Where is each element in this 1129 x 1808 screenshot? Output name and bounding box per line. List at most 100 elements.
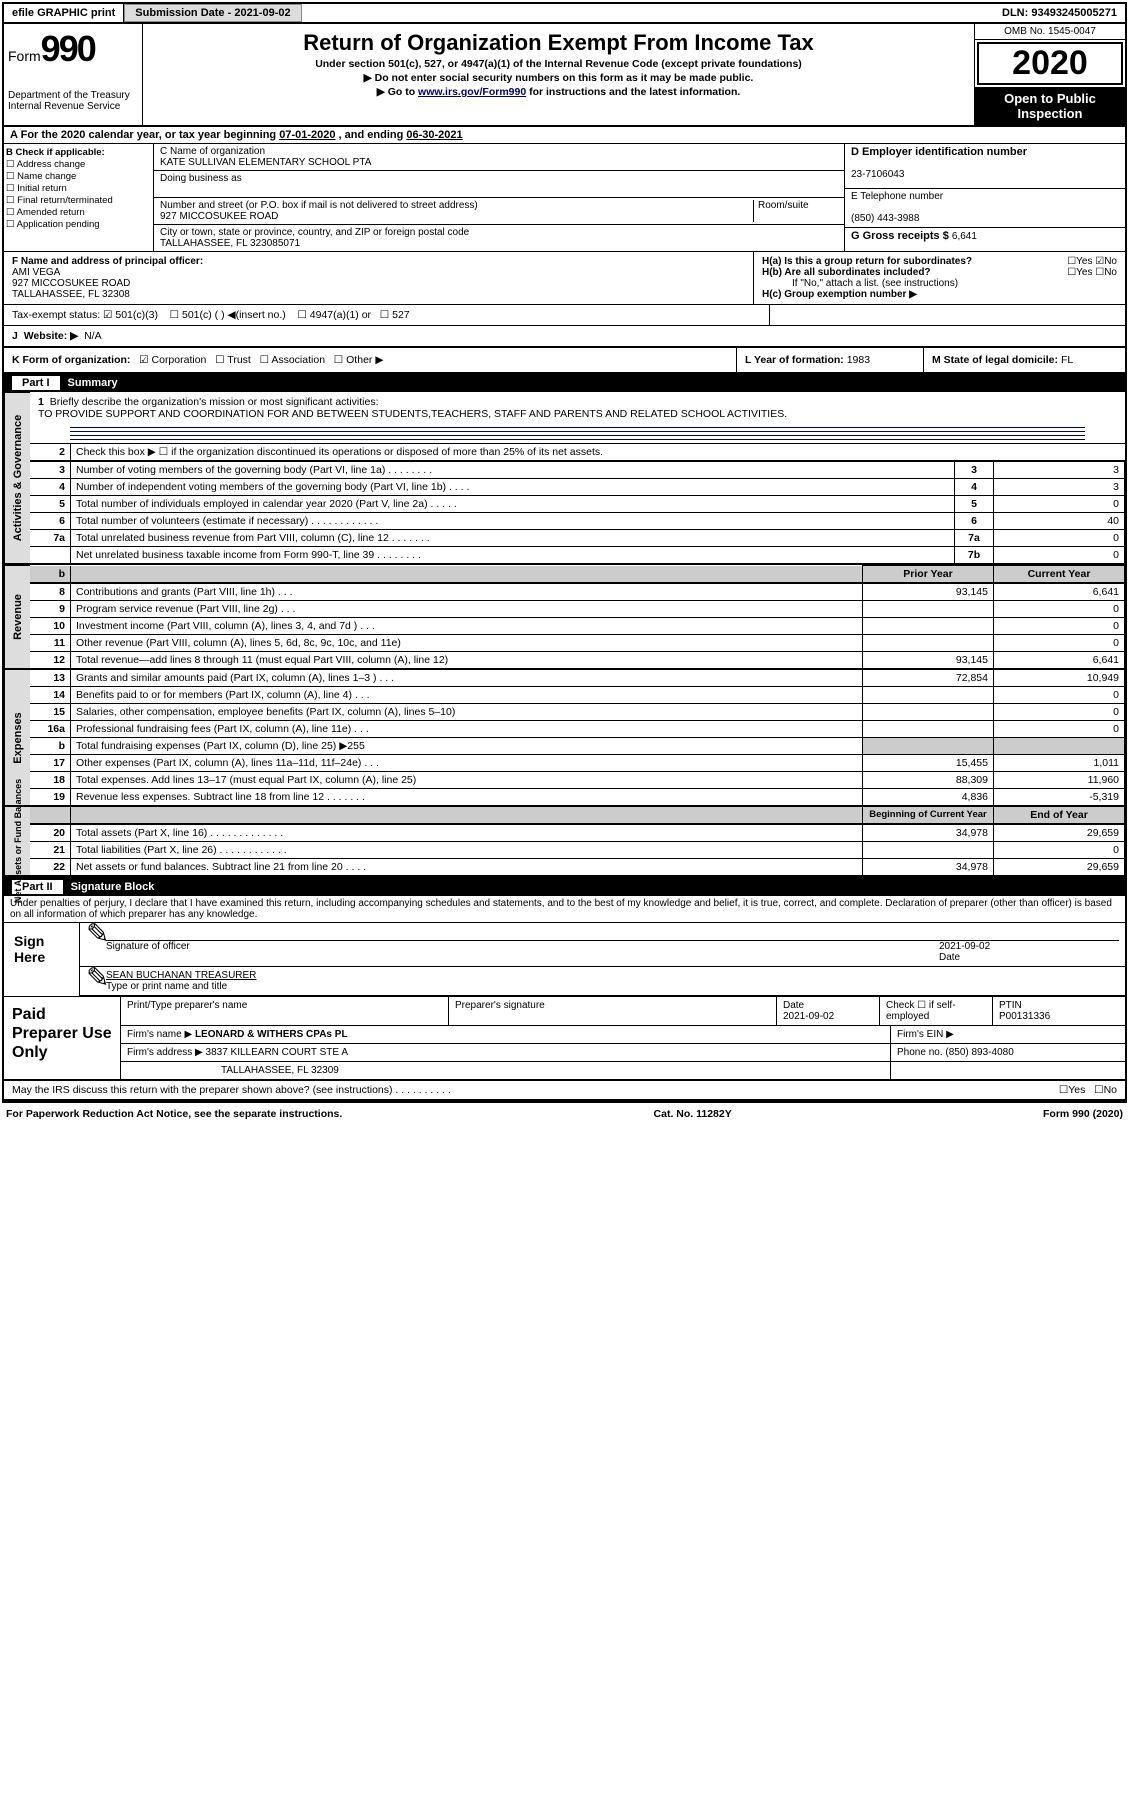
cb-assoc[interactable]: Association <box>271 354 325 366</box>
part1-header: Part ISummary <box>4 374 1125 392</box>
discuss-no[interactable]: ☐No <box>1094 1084 1117 1096</box>
period-row: A For the 2020 calendar year, or tax yea… <box>4 127 1125 144</box>
cb-trust[interactable]: Trust <box>227 354 251 366</box>
dln: DLN: 93493245005271 <box>994 4 1125 22</box>
city-state-zip: TALLAHASSEE, FL 323085071 <box>160 238 300 249</box>
table-netassets: 20Total assets (Part X, line 16) . . . .… <box>30 824 1125 876</box>
cb-amended[interactable]: ☐ Amended return <box>6 207 151 218</box>
footer-right: Form 990 (2020) <box>1043 1108 1123 1120</box>
subtitle-1: Under section 501(c), 527, or 4947(a)(1)… <box>147 58 970 70</box>
year-formation: 1983 <box>847 354 870 366</box>
prep-date: 2021-09-02 <box>783 1011 834 1022</box>
hdr-eoy: End of Year <box>994 807 1125 824</box>
subtitle-2: ▶ Do not enter social security numbers o… <box>147 72 970 84</box>
cb-527[interactable]: 527 <box>392 309 410 321</box>
cb-name-change[interactable]: ☐ Name change <box>6 171 151 182</box>
hdr-prior: Prior Year <box>863 566 994 583</box>
cb-address-change[interactable]: ☐ Address change <box>6 159 151 170</box>
org-name-label: C Name of organization <box>160 146 265 157</box>
hb-yes[interactable]: ☐Yes <box>1067 267 1092 278</box>
netassets-section: Net Assets or Fund Balances Beginning of… <box>4 806 1125 878</box>
section-C: C Name of organizationKATE SULLIVAN ELEM… <box>154 144 844 251</box>
preparer-label: Paid Preparer Use Only <box>4 997 121 1079</box>
gross-receipts-label: G Gross receipts $ <box>851 230 952 242</box>
expenses-section: Expenses 13Grants and similar amounts pa… <box>4 669 1125 806</box>
room-label: Room/suite <box>753 200 838 222</box>
footer-cat: Cat. No. 11282Y <box>654 1108 732 1120</box>
table-revenue: 8Contributions and grants (Part VIII, li… <box>30 583 1125 669</box>
omb-number: OMB No. 1545-0047 <box>975 24 1125 40</box>
mission-text: TO PROVIDE SUPPORT AND COORDINATION FOR … <box>38 408 787 420</box>
hb-no[interactable]: ☐No <box>1095 267 1117 278</box>
signer-name: SEAN BUCHANAN TREASURER <box>106 970 256 981</box>
irs-link[interactable]: www.irs.gov/Form990 <box>418 86 526 98</box>
table-expenses: 13Grants and similar amounts paid (Part … <box>30 669 1125 806</box>
cb-4947[interactable]: 4947(a)(1) or <box>310 309 371 321</box>
cb-other[interactable]: Other ▶ <box>346 354 383 366</box>
top-bar: efile GRAPHIC print Submission Date - 20… <box>4 4 1125 24</box>
vtab-revenue: Revenue <box>12 594 24 640</box>
cb-501c3[interactable]: 501(c)(3) <box>115 309 158 321</box>
line2: Check this box ▶ ☐ if the organization d… <box>71 444 1126 461</box>
cb-501c[interactable]: 501(c) ( ) ◀(insert no.) <box>182 309 286 321</box>
discuss-row: May the IRS discuss this return with the… <box>4 1081 1125 1101</box>
part2-header: Part IISignature Block <box>4 878 1125 896</box>
dept-label: Department of the Treasury Internal Reve… <box>8 90 138 112</box>
footer: For Paperwork Reduction Act Notice, see … <box>0 1105 1129 1123</box>
firm-city: TALLAHASSEE, FL 32309 <box>121 1062 891 1079</box>
i-row: Tax-exempt status: ☑ 501(c)(3) ☐ 501(c) … <box>4 305 1125 326</box>
section-B: B Check if applicable: ☐ Address change … <box>4 144 154 251</box>
gross-receipts: 6,641 <box>952 231 977 242</box>
phone-label: E Telephone number <box>851 191 943 202</box>
sign-block: Sign Here ✎Signature of officer2021-09-0… <box>4 923 1125 997</box>
footer-left: For Paperwork Reduction Act Notice, see … <box>6 1108 342 1120</box>
efile-label: efile GRAPHIC print <box>4 4 124 22</box>
cb-final-return[interactable]: ☐ Final return/terminated <box>6 195 151 206</box>
f-h-row: F Name and address of principal officer:… <box>4 252 1125 305</box>
table-ag: 3Number of voting members of the governi… <box>30 461 1125 564</box>
public-inspection: Open to Public Inspection <box>975 87 1125 125</box>
form-header: Form990 Department of the Treasury Inter… <box>4 24 1125 127</box>
vtab-expenses: Expenses <box>12 712 24 763</box>
declaration: Under penalties of perjury, I declare th… <box>4 896 1125 923</box>
officer-name: AMI VEGA <box>12 267 60 278</box>
submission-date[interactable]: Submission Date - 2021-09-02 <box>124 4 301 22</box>
hc-label: H(c) Group exemption number ▶ <box>762 289 917 300</box>
form-container: efile GRAPHIC print Submission Date - 20… <box>2 2 1127 1103</box>
tax-year: 2020 <box>977 42 1123 85</box>
preparer-block: Paid Preparer Use Only Print/Type prepar… <box>4 997 1125 1081</box>
cb-pending[interactable]: ☐ Application pending <box>6 219 151 230</box>
ha-no[interactable]: ☑No <box>1095 256 1117 267</box>
firm-phone: Phone no. (850) 893-4080 <box>891 1044 1125 1061</box>
j-row: J Website: ▶ N/A <box>4 326 1125 348</box>
k-l-m-row: K Form of organization: ☑ Corporation ☐ … <box>4 348 1125 374</box>
website-value: N/A <box>84 330 102 342</box>
ein-label: D Employer identification number <box>851 146 1027 158</box>
firm-ein-label: Firm's EIN ▶ <box>891 1026 1125 1043</box>
discuss-yes[interactable]: ☐Yes <box>1059 1084 1086 1096</box>
ein-value: 23-7106043 <box>851 169 904 180</box>
form-number: Form990 <box>8 28 138 70</box>
vtab-netassets: Net Assets or Fund Balances <box>13 779 23 903</box>
firm-address: 3837 KILLEARN COURT STE A <box>206 1047 348 1058</box>
dba-label: Doing business as <box>160 173 242 184</box>
cb-corp[interactable]: Corporation <box>152 354 207 366</box>
hdr-boy: Beginning of Current Year <box>863 807 994 824</box>
id-block: B Check if applicable: ☐ Address change … <box>4 144 1125 252</box>
form-title: Return of Organization Exempt From Incom… <box>147 30 970 56</box>
firm-name: LEONARD & WITHERS CPAs PL <box>195 1029 348 1040</box>
activities-governance: Activities & Governance 1 Briefly descri… <box>4 392 1125 564</box>
sig-date: 2021-09-02 <box>939 941 990 952</box>
subtitle-3: ▶ Go to www.irs.gov/Form990 for instruct… <box>147 86 970 98</box>
street-address: 927 MICCOSUKEE ROAD <box>160 211 278 222</box>
vtab-activities: Activities & Governance <box>12 415 24 542</box>
officer-label: F Name and address of principal officer: <box>12 256 203 267</box>
state-domicile: FL <box>1061 354 1073 366</box>
org-name: KATE SULLIVAN ELEMENTARY SCHOOL PTA <box>160 157 371 168</box>
cb-self-employed[interactable]: Check ☐ if self-employed <box>880 997 993 1025</box>
sign-here-label: Sign Here <box>4 923 80 996</box>
revenue-section: Revenue bPrior YearCurrent Year 8Contrib… <box>4 564 1125 669</box>
phone-value: (850) 443-3988 <box>851 213 919 224</box>
ha-yes[interactable]: ☐Yes <box>1067 256 1092 267</box>
cb-initial-return[interactable]: ☐ Initial return <box>6 183 151 194</box>
